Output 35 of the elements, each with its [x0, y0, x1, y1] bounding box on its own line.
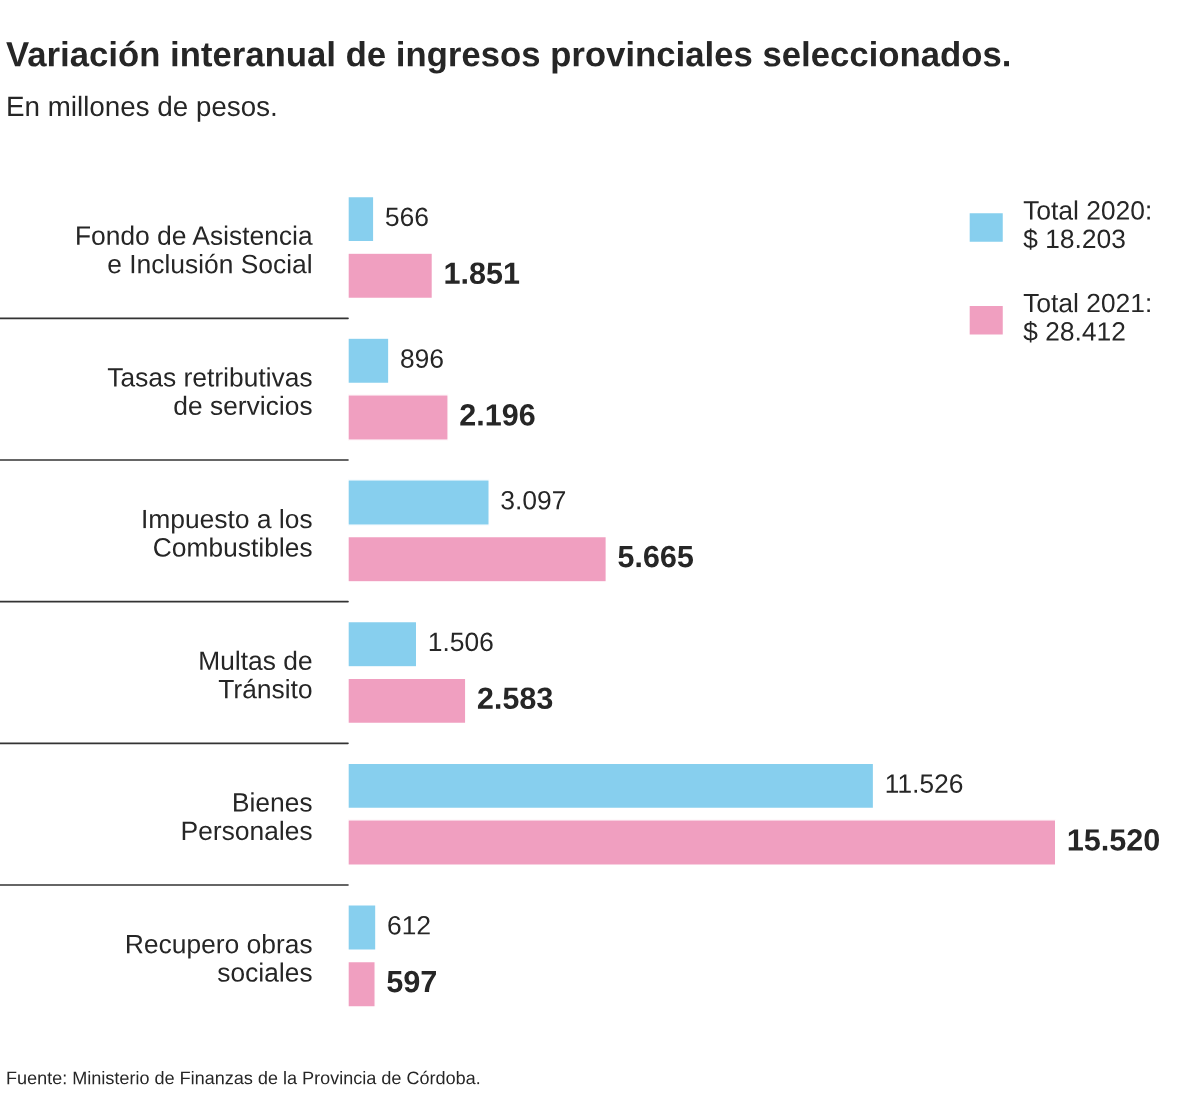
data-label: 11.526 — [886, 774, 963, 793]
bar — [348, 620, 418, 668]
bar — [348, 252, 434, 300]
data-label: 566 — [385, 207, 428, 227]
data-label: 612 — [388, 915, 430, 935]
data-label: 15.520 — [1068, 829, 1160, 851]
y-tick-label: Recupero obras sociales — [127, 934, 312, 982]
bar — [348, 535, 608, 583]
bar — [348, 904, 377, 951]
data-label: 1.851 — [445, 262, 520, 285]
y-tick-label: Tasas retributivas de servicios — [107, 367, 312, 416]
chart-subtitle: En millones de pesos. — [8, 95, 276, 122]
data-label: 896 — [401, 349, 443, 368]
data-label: 2.196 — [460, 404, 535, 426]
data-label: 3.097 — [501, 490, 566, 510]
chart-title: Variación interanual de ingresos provinciales seleccionados. — [6, 40, 1010, 74]
data-label: 597 — [387, 970, 436, 993]
y-tick-label: Multas de Tránsito — [200, 650, 312, 699]
y-tick-label: Impuesto a los Combustibles — [143, 508, 312, 557]
data-label: 5.665 — [618, 545, 694, 568]
data-label: 2.583 — [477, 687, 553, 710]
bar — [348, 195, 375, 243]
bar — [348, 762, 875, 810]
y-tick-label: Fondo de Asistencia e Inclusión Social — [77, 225, 313, 274]
bar — [348, 479, 490, 526]
bar — [348, 960, 376, 1008]
legend-label: Total 2021: $ 28.412 — [1023, 293, 1150, 343]
bar — [348, 677, 467, 725]
bar — [348, 394, 449, 441]
bar — [348, 337, 390, 385]
y-tick-label: Bienes Personales — [182, 792, 312, 841]
legend-label: Total 2020: $ 18.203 — [1023, 200, 1150, 250]
bar — [348, 819, 1057, 866]
source-note: Fuente: Ministerio de Finanzas de la Provincia de Córdoba. — [7, 1070, 480, 1085]
data-label: 1.506 — [429, 632, 493, 652]
